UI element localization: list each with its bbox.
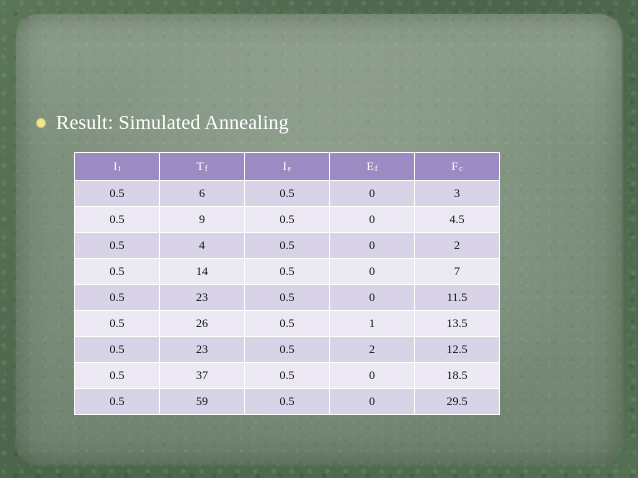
- table-cell: 23: [159, 336, 245, 363]
- header-ie-sub: e: [287, 164, 292, 173]
- table-cell: 9: [159, 206, 245, 233]
- table-cell: 0: [329, 180, 415, 207]
- table-cell: 26: [159, 310, 245, 337]
- table-cell: 0.5: [74, 336, 160, 363]
- table-cell: 0: [329, 284, 415, 311]
- table-cell: 2: [329, 336, 415, 363]
- table-cell: 0.5: [74, 232, 160, 259]
- table-cell: 12.5: [414, 336, 500, 363]
- results-table: I t T f I e: [74, 152, 500, 415]
- header-tf: T f: [159, 152, 245, 181]
- header-row: I t T f I e: [74, 152, 500, 181]
- table-cell: 0.5: [244, 258, 330, 285]
- header-it-label: I t: [113, 159, 121, 173]
- table-cell: 0.5: [244, 284, 330, 311]
- table-row: 0.5 37 0.5 0 18.5: [74, 362, 500, 389]
- table-cell: 0.5: [244, 310, 330, 337]
- slide-panel: Result: Simulated Annealing I t T f: [16, 14, 622, 464]
- table-cell: 0: [329, 206, 415, 233]
- table-cell: 0.5: [74, 258, 160, 285]
- table-row: 0.5 6 0.5 0 3: [74, 180, 500, 207]
- table-cell: 0.5: [74, 180, 160, 207]
- table-row: 0.5 9 0.5 0 4.5: [74, 206, 500, 233]
- header-tf-main: T: [196, 159, 204, 173]
- table-cell: 14: [159, 258, 245, 285]
- table-row: 0.5 26 0.5 1 13.5: [74, 310, 500, 337]
- header-it-main: I: [113, 159, 118, 173]
- bullet-icon: [36, 118, 46, 128]
- header-it-sub: t: [118, 164, 121, 173]
- table-cell: 0.5: [244, 180, 330, 207]
- table-cell: 0: [329, 258, 415, 285]
- table-cell: 2: [414, 232, 500, 259]
- table-cell: 59: [159, 388, 245, 415]
- header-ie-main: I: [282, 159, 287, 173]
- table-cell: 0.5: [244, 206, 330, 233]
- table-cell: 0.5: [244, 336, 330, 363]
- table-cell: 6: [159, 180, 245, 207]
- table-cell: 0: [329, 232, 415, 259]
- table-cell: 37: [159, 362, 245, 389]
- table-row: 0.5 23 0.5 0 11.5: [74, 284, 500, 311]
- table-cell: 0.5: [74, 388, 160, 415]
- header-tf-label: T f: [196, 159, 208, 173]
- results-table-wrap: I t T f I e: [74, 152, 500, 415]
- table-cell: 4: [159, 232, 245, 259]
- table-cell: 0: [329, 362, 415, 389]
- table-cell: 4.5: [414, 206, 500, 233]
- table-cell: 18.5: [414, 362, 500, 389]
- header-it: I t: [74, 152, 160, 181]
- table-cell: 0.5: [74, 206, 160, 233]
- header-fc-sub: c: [459, 164, 463, 173]
- header-ie-label: I e: [282, 159, 292, 173]
- table-row: 0.5 23 0.5 2 12.5: [74, 336, 500, 363]
- table-cell: 0.5: [74, 284, 160, 311]
- table-cell: 11.5: [414, 284, 500, 311]
- table-row: 0.5 14 0.5 0 7: [74, 258, 500, 285]
- table-cell: 29.5: [414, 388, 500, 415]
- header-fc-main: F: [451, 159, 459, 173]
- table-body: 0.5 6 0.5 0 3 0.5 9 0.5 0 4.5 0.5 4 0.5: [74, 180, 500, 415]
- table-cell: 23: [159, 284, 245, 311]
- header-ef-main: E: [366, 159, 374, 173]
- table-row: 0.5 4 0.5 0 2: [74, 232, 500, 259]
- table-cell: 0.5: [244, 388, 330, 415]
- header-tf-sub: f: [204, 164, 208, 173]
- table-header: I t T f I e: [74, 152, 500, 181]
- slide-title: Result: Simulated Annealing: [56, 112, 289, 134]
- table-row: 0.5 59 0.5 0 29.5: [74, 388, 500, 415]
- header-ef: E f: [329, 152, 415, 181]
- title-row: Result: Simulated Annealing: [36, 112, 289, 134]
- header-ie: I e: [244, 152, 330, 181]
- table-cell: 1: [329, 310, 415, 337]
- table-cell: 0.5: [74, 310, 160, 337]
- table-cell: 7: [414, 258, 500, 285]
- header-fc: F c: [414, 152, 500, 181]
- table-cell: 13.5: [414, 310, 500, 337]
- header-ef-sub: f: [374, 164, 378, 173]
- table-cell: 0.5: [244, 362, 330, 389]
- table-cell: 0.5: [74, 362, 160, 389]
- header-ef-label: E f: [366, 159, 378, 173]
- table-cell: 0: [329, 388, 415, 415]
- header-fc-label: F c: [451, 159, 463, 173]
- table-cell: 3: [414, 180, 500, 207]
- table-cell: 0.5: [244, 232, 330, 259]
